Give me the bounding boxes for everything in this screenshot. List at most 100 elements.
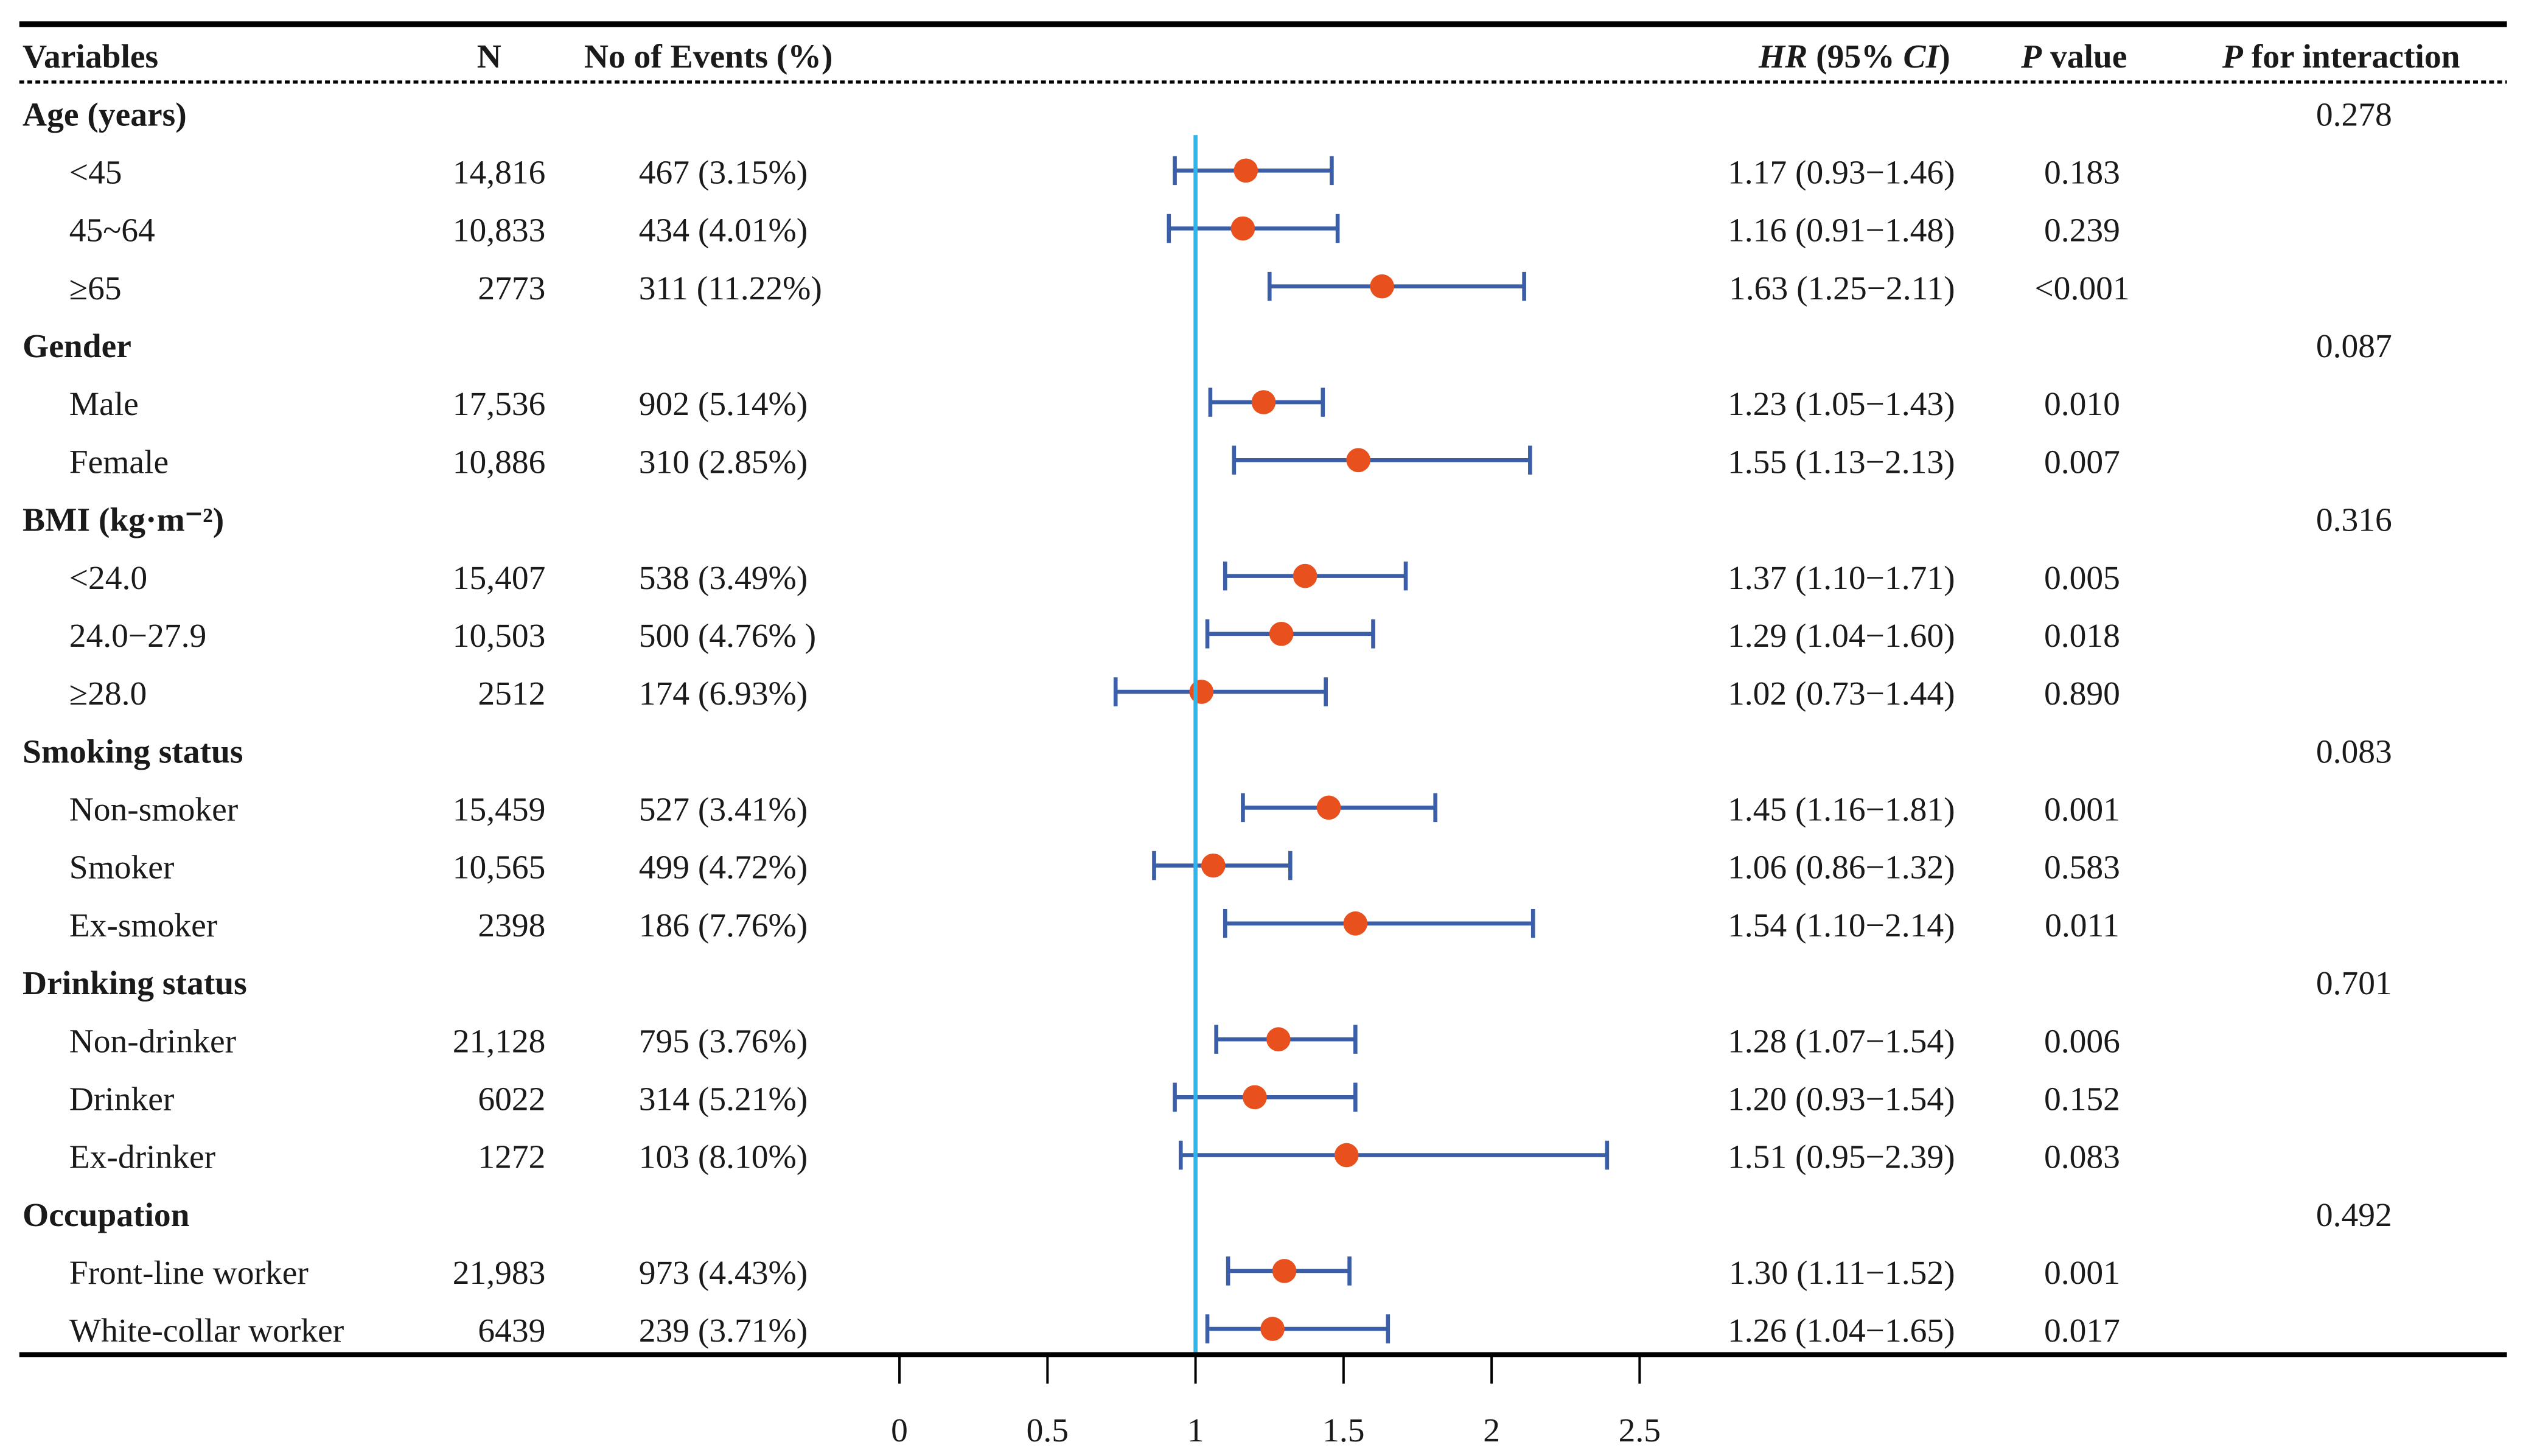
group-label: Gender	[23, 328, 131, 365]
row-events: 239 (3.71%)	[639, 1312, 808, 1350]
row-hr-ci: 1.37 (1.10−1.71)	[1728, 560, 1955, 597]
p-interaction: 0.083	[2316, 733, 2392, 770]
row-n: 10,503	[453, 618, 546, 655]
hr-point	[1316, 795, 1341, 820]
row-hr-ci: 1.02 (0.73−1.44)	[1728, 675, 1955, 712]
table-row: <24.0 15,407 538 (3.49%) 1.37 (1.10−1.71) 0.…	[69, 560, 2120, 597]
row-n: 15,407	[453, 560, 546, 597]
row-events: 902 (5.14%)	[639, 386, 808, 423]
hr-italic: HR	[1758, 38, 1807, 75]
hr-point	[1234, 158, 1258, 183]
p-interaction: 0.278	[2316, 96, 2392, 133]
header-variables: Variables	[23, 38, 158, 75]
row-p-value: 0.890	[2044, 675, 2120, 712]
group-label: Drinking status	[23, 965, 247, 1002]
hr-point	[1201, 853, 1226, 878]
header-p-interaction: P for interaction	[2222, 38, 2460, 75]
row-label: Ex-drinker	[69, 1139, 215, 1176]
hr-point	[1243, 1085, 1267, 1110]
table-row: Front-line worker 21,983 973 (4.43%) 1.30 (…	[69, 1255, 2120, 1292]
hr-point	[1343, 911, 1368, 936]
hr-point	[1272, 1259, 1297, 1283]
x-tick-label: 0.5	[1027, 1412, 1069, 1449]
group-2: BMI (kg·m⁻²) 0.316 <24.0 15,407 538 (3.49%) 1…	[23, 502, 2392, 713]
hr-point	[1334, 1143, 1359, 1168]
group-3: Smoking status 0.083 Non-smoker 15,459 527 (…	[23, 733, 2392, 944]
table-row: ≥28.0 2512 174 (6.93%) 1.02 (0.73−1.44) 0.89…	[69, 675, 2120, 712]
header-p-value: P value	[2020, 38, 2127, 75]
header-hr: HR (95% CI)	[1758, 38, 1950, 75]
row-events: 434 (4.01%)	[639, 212, 808, 249]
x-tick-label: 1	[1187, 1412, 1204, 1449]
row-p-value: 0.017	[2044, 1312, 2120, 1350]
row-n: 21,128	[453, 1023, 546, 1060]
row-p-value: 0.018	[2044, 618, 2120, 655]
hr-end: )	[1939, 38, 1950, 75]
x-tick-label: 2	[1483, 1412, 1500, 1449]
hr-point	[1269, 621, 1294, 646]
row-p-value: 0.152	[2044, 1081, 2120, 1118]
row-label: Ex-smoker	[69, 907, 218, 944]
x-tick-label: 0	[891, 1412, 908, 1449]
table-row: ≥65 2773 311 (11.22%) 1.63 (1.25−2.11) <0.00…	[69, 270, 2130, 307]
row-label: White-collar worker	[69, 1312, 344, 1350]
row-n: 1272	[478, 1139, 545, 1176]
table-row: 24.0−27.9 10,503 500 (4.76% ) 1.29 (1.04−1.…	[69, 618, 2120, 655]
group-4: Drinking status 0.701 Non-drinker 21,128 795…	[23, 965, 2392, 1176]
hr-point	[1251, 390, 1276, 414]
row-events: 314 (5.21%)	[639, 1081, 808, 1118]
row-hr-ci: 1.30 (1.11−1.52)	[1729, 1255, 1955, 1292]
row-n: 6439	[478, 1312, 545, 1350]
row-p-value: 0.011	[2045, 907, 2120, 944]
hr-point	[1230, 216, 1255, 241]
group-1: Gender 0.087 Male 17,536 902 (5.14%) 1.23 (1.…	[23, 328, 2392, 481]
row-events: 310 (2.85%)	[639, 444, 808, 481]
row-events: 538 (3.49%)	[639, 560, 808, 597]
p-interaction: 0.087	[2316, 328, 2392, 365]
pint-italic: P	[2222, 38, 2244, 75]
table-body: Age (years) 0.278 <45 14,816 467 (3.15%) 1.17…	[23, 96, 2392, 1355]
row-p-value: 0.083	[2044, 1139, 2120, 1176]
p-italic: P	[2020, 38, 2042, 75]
p-interaction: 0.701	[2316, 965, 2392, 1002]
table-row: Non-drinker 21,128 795 (3.76%) 1.28 (1.07−1…	[69, 1023, 2120, 1060]
row-label: ≥28.0	[69, 675, 147, 712]
row-hr-ci: 1.63 (1.25−2.11)	[1729, 270, 1955, 307]
table-row: Ex-drinker 1272 103 (8.10%) 1.51 (0.95−2.39…	[69, 1139, 2120, 1176]
row-label: 24.0−27.9	[69, 618, 207, 655]
row-label: Non-drinker	[69, 1023, 236, 1060]
row-events: 186 (7.76%)	[639, 907, 808, 944]
row-hr-ci: 1.29 (1.04−1.60)	[1728, 618, 1955, 655]
row-n: 2773	[478, 270, 545, 307]
x-tick-label: 1.5	[1322, 1412, 1364, 1449]
row-p-value: 0.239	[2044, 212, 2120, 249]
row-label: Non-smoker	[69, 792, 239, 829]
row-events: 174 (6.93%)	[639, 675, 808, 712]
row-p-value: 0.006	[2044, 1023, 2120, 1060]
hr-point	[1266, 1027, 1291, 1051]
row-hr-ci: 1.28 (1.07−1.54)	[1728, 1023, 1955, 1060]
header-n: N	[477, 38, 501, 75]
row-hr-ci: 1.26 (1.04−1.65)	[1728, 1312, 1955, 1350]
row-hr-ci: 1.55 (1.13−2.13)	[1728, 444, 1955, 481]
pint-rest: for interaction	[2243, 38, 2460, 75]
row-events: 103 (8.10%)	[639, 1139, 808, 1176]
p-interaction: 0.492	[2316, 1197, 2392, 1234]
hr-point	[1370, 274, 1394, 299]
group-5: Occupation 0.492 Front-line worker 21,983 97…	[23, 1197, 2392, 1350]
row-n: 15,459	[453, 792, 546, 829]
table-row: Drinker 6022 314 (5.21%) 1.20 (0.93−1.54) 0.…	[69, 1081, 2120, 1118]
row-n: 10,886	[453, 444, 546, 481]
row-n: 10,565	[453, 849, 546, 886]
header-row: Variables N No of Events (%) HR (95% CI)…	[23, 38, 2460, 75]
row-p-value: 0.010	[2044, 386, 2120, 423]
row-label: 45~64	[69, 212, 155, 249]
table-row: White-collar worker 6439 239 (3.71%) 1.26 (…	[69, 1312, 2120, 1350]
row-hr-ci: 1.06 (0.86−1.32)	[1728, 849, 1955, 886]
row-events: 467 (3.15%)	[639, 154, 808, 191]
row-label: ≥65	[69, 270, 122, 307]
row-n: 2512	[478, 675, 545, 712]
ci-italic: CI	[1904, 38, 1941, 75]
row-n: 14,816	[453, 154, 546, 191]
